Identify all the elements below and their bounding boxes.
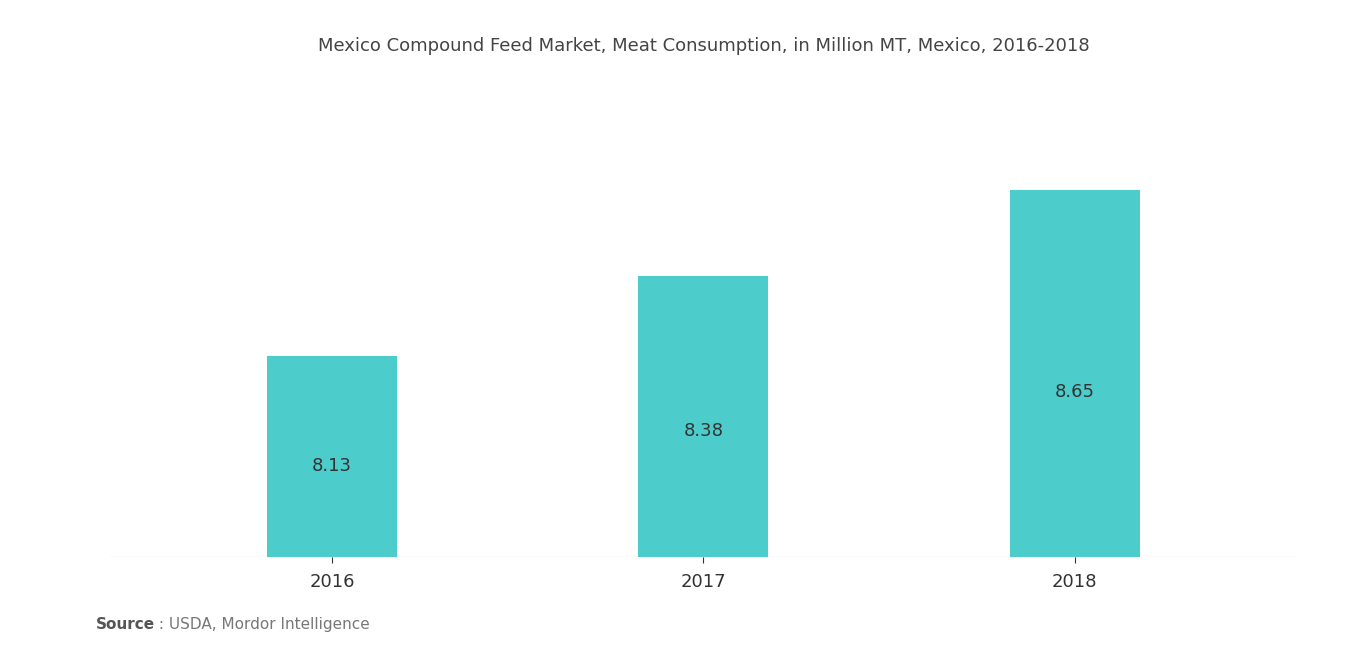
Text: 8.38: 8.38 bbox=[683, 422, 724, 440]
Bar bbox=[638, 276, 769, 557]
Title: Mexico Compound Feed Market, Meat Consumption, in Million MT, Mexico, 2016-2018: Mexico Compound Feed Market, Meat Consum… bbox=[318, 37, 1089, 55]
Text: 8.65: 8.65 bbox=[1055, 383, 1096, 401]
Text: Source: Source bbox=[96, 617, 154, 632]
Text: 8.13: 8.13 bbox=[311, 457, 352, 476]
Text: : USDA, Mordor Intelligence: : USDA, Mordor Intelligence bbox=[154, 617, 370, 632]
Bar bbox=[268, 356, 398, 557]
Bar bbox=[1009, 190, 1139, 557]
